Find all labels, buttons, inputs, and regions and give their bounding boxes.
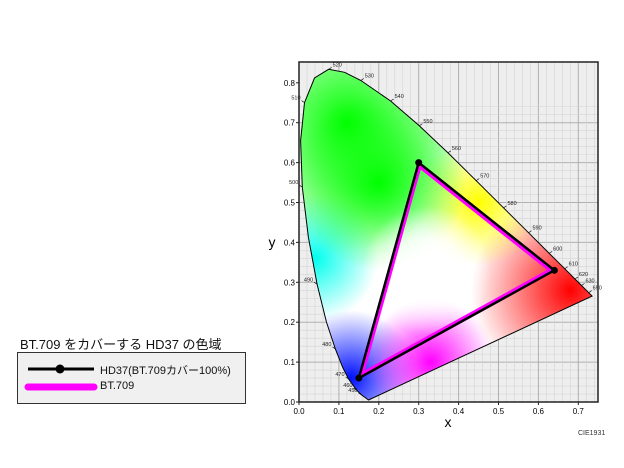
wavelength-tick [588, 290, 592, 293]
wavelength-label: 620 [579, 272, 588, 278]
wavelength-label: 490 [304, 277, 313, 283]
wavelength-tick [345, 376, 349, 380]
wavelength-label: 560 [452, 146, 461, 152]
wavelength-label: 590 [533, 226, 542, 232]
hd37-gamut-line [357, 161, 556, 380]
wavelength-label: 500 [289, 180, 298, 186]
y-tick-label: 0.5 [284, 199, 296, 208]
wavelength-tick [581, 283, 585, 286]
wavelength-tick [419, 123, 423, 127]
legend-item-hd37: HD37(BT.709カバー100%) [18, 361, 245, 377]
wavelength-tick [299, 184, 303, 188]
x-tick-label: 0.3 [413, 407, 425, 416]
hd37-primary-point [550, 266, 558, 274]
gamut-series [355, 159, 558, 382]
legend-item-bt709: BT.709 [18, 379, 245, 395]
y-tick-label: 0.2 [284, 318, 296, 327]
y-tick-label: 0.3 [284, 278, 296, 287]
x-tick-label: 0.1 [333, 407, 345, 416]
wavelength-tick [549, 251, 553, 254]
wavelength-label: 610 [569, 262, 578, 268]
wavelength-label: 630 [585, 278, 594, 284]
wavelength-tick [447, 150, 452, 154]
legend-swatch-line-marker [28, 364, 94, 374]
wavelength-tick [528, 230, 532, 233]
wavelength-tick [574, 276, 579, 280]
wavelength-tick [328, 67, 332, 70]
wavelength-tick [301, 100, 305, 103]
wavelength-label: 530 [365, 73, 374, 79]
y-tick-label: 0.0 [284, 398, 296, 407]
wavelength-label: 580 [507, 201, 516, 207]
wavelength-label: 460 [343, 383, 352, 389]
color-blob [362, 206, 491, 335]
x-tick-label: 0.5 [493, 407, 505, 416]
wavelength-tick [353, 387, 357, 391]
wavelength-tick [564, 266, 568, 269]
x-tick-label: 0.7 [573, 407, 585, 416]
wavelength-tick [313, 282, 318, 285]
wavelength-label: 550 [423, 119, 432, 125]
y-tick-label: 0.1 [284, 358, 296, 367]
spectral-locus [300, 68, 593, 401]
y-axis-label: y [269, 234, 276, 250]
legend: HD37(BT.709カバー100%) BT.709 [17, 352, 246, 404]
wavelength-label: 480 [322, 342, 331, 348]
hd37-primary-point [415, 159, 423, 167]
x-tick-label: 0.0 [293, 407, 305, 416]
x-axis-label: x [445, 414, 452, 430]
bt709-gamut-line [358, 162, 555, 378]
hd37-primary-point [355, 374, 363, 382]
wavelength-label: 470 [335, 372, 344, 378]
wavelength-label: 540 [395, 94, 404, 100]
wavelength-label: 450 [348, 388, 357, 394]
wavelength-label: 600 [553, 246, 562, 252]
wavelength-tick [358, 392, 362, 396]
wavelength-tick [332, 346, 336, 350]
credit-label: CIE1931 [578, 430, 606, 437]
wavelength-tick [476, 178, 480, 181]
axis-ticks: 0.0 0.1 0.2 0.3 0.4 0.5 0.6 0.7 0.0 0.1 0.2 0.3 0.4 0… [284, 79, 585, 416]
wavelength-label: 510 [291, 96, 300, 102]
wavelength-label: 520 [333, 62, 342, 68]
x-tick-label: 0.2 [373, 407, 385, 416]
y-tick-label: 0.4 [284, 238, 296, 247]
y-tick-label: 0.8 [284, 79, 296, 88]
wavelength-tick [503, 205, 507, 209]
legend-label: HD37(BT.709カバー100%) [100, 365, 231, 377]
x-tick-label: 0.6 [533, 407, 545, 416]
wavelength-tick [390, 98, 394, 102]
plot-frame [298, 61, 599, 403]
wavelength-tick [360, 78, 364, 81]
wavelength-label: 570 [480, 174, 489, 180]
y-tick-label: 0.7 [284, 119, 296, 128]
legend-title: BT.709 をカバーする HD37 の色域 [20, 337, 222, 352]
x-tick-label: 0.4 [453, 407, 465, 416]
y-tick-label: 0.6 [284, 159, 296, 168]
legend-swatch-line [24, 383, 98, 391]
legend-label: BT.709 [100, 380, 135, 392]
